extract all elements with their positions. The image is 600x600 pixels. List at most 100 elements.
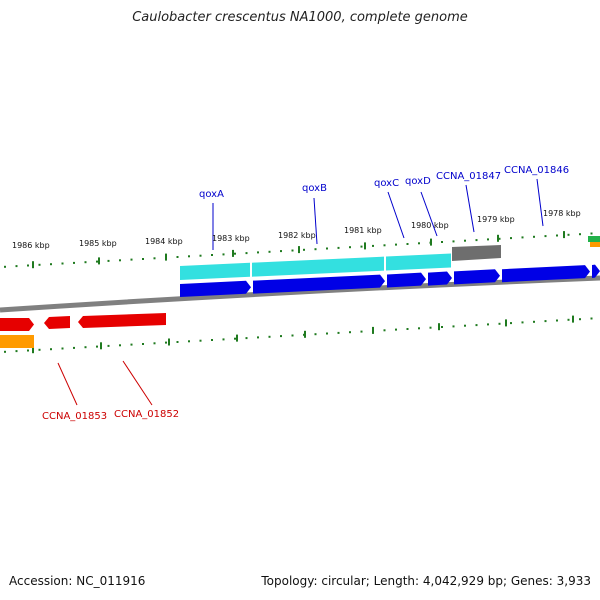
minor-tick <box>199 254 202 257</box>
major-tick <box>372 326 374 334</box>
reverse-gene-label: CCNA_01852 <box>114 409 179 420</box>
minor-tick <box>590 232 593 235</box>
minor-tick <box>544 235 547 238</box>
forward-gene-label: qoxD <box>405 176 431 187</box>
minor-tick <box>222 253 225 256</box>
minor-tick <box>50 263 52 266</box>
major-tick <box>497 234 499 242</box>
minor-tick <box>4 265 6 268</box>
minor-tick <box>107 344 110 347</box>
minor-tick <box>211 254 213 256</box>
reverse-cds-arrow <box>44 316 70 329</box>
minor-tick <box>257 251 259 254</box>
feature-track <box>0 236 600 348</box>
minor-tick <box>360 330 363 333</box>
forward-gene-block <box>386 253 451 271</box>
forward-cds-arrow <box>253 274 385 294</box>
minor-tick <box>487 238 489 241</box>
leader-line <box>387 191 405 239</box>
major-tick <box>32 346 34 354</box>
major-tick <box>572 315 574 323</box>
minor-tick <box>291 334 294 337</box>
minor-tick <box>475 324 478 327</box>
minor-tick <box>119 259 121 262</box>
minor-tick <box>96 260 98 263</box>
minor-tick <box>142 343 144 345</box>
minor-tick <box>579 318 581 321</box>
minor-tick <box>326 247 328 250</box>
minor-tick <box>395 328 397 331</box>
minor-tick <box>452 240 455 243</box>
forward-gene-label: qoxC <box>374 178 399 189</box>
minor-tick <box>61 347 64 350</box>
minor-tick <box>429 326 432 329</box>
minor-tick <box>234 337 236 340</box>
minor-tick <box>314 333 317 336</box>
minor-tick <box>590 317 593 320</box>
major-tick <box>236 334 238 342</box>
forward-gene-label: CCNA_01846 <box>504 165 569 176</box>
minor-tick <box>38 348 41 351</box>
leader-line <box>57 362 78 406</box>
reverse-gene-label: CCNA_01853 <box>42 411 107 422</box>
leader-line <box>465 184 475 233</box>
minor-tick <box>567 233 570 236</box>
major-tick <box>563 231 565 239</box>
minor-tick <box>211 339 213 341</box>
minor-tick <box>464 324 466 327</box>
minor-tick <box>73 346 75 349</box>
minor-tick <box>280 250 282 253</box>
major-tick <box>304 330 306 338</box>
minor-tick <box>199 339 202 342</box>
minor-tick <box>245 252 248 255</box>
genome-backbone <box>0 275 600 313</box>
minor-tick <box>15 265 18 268</box>
minor-tick <box>27 349 29 352</box>
minor-tick <box>27 264 29 267</box>
minor-tick <box>395 243 397 246</box>
minor-tick <box>130 258 133 261</box>
minor-tick <box>15 350 18 353</box>
minor-tick <box>153 257 156 260</box>
forward-cds-arrow <box>428 271 452 286</box>
minor-tick <box>360 245 363 248</box>
major-tick <box>168 338 170 346</box>
minor-tick <box>498 237 501 240</box>
minor-tick <box>533 320 535 323</box>
minor-tick <box>291 249 294 252</box>
minor-tick <box>165 341 167 344</box>
forward-gene-label: CCNA_01847 <box>436 171 501 182</box>
minor-tick <box>498 322 501 325</box>
minor-tick <box>222 338 225 341</box>
minor-tick <box>487 323 489 326</box>
forward-cds-arrow <box>180 280 251 297</box>
minor-tick <box>176 341 179 343</box>
minor-tick <box>73 261 75 264</box>
major-tick <box>438 323 440 331</box>
outer-scale-ticks <box>4 231 593 269</box>
scale-label: 1980 kbp <box>411 221 449 230</box>
minor-tick <box>234 252 236 255</box>
forward-cds-arrow <box>592 264 600 279</box>
reverse-cds-arrow <box>0 318 34 331</box>
minor-tick <box>383 244 386 247</box>
minor-tick <box>337 331 340 334</box>
minor-tick <box>406 243 409 245</box>
label-leader-lines <box>57 178 544 406</box>
minor-tick <box>475 239 478 242</box>
minor-tick <box>142 258 144 260</box>
edge-feature <box>588 236 600 242</box>
minor-tick <box>61 262 64 265</box>
scale-label: 1982 kbp <box>278 231 316 240</box>
accession-text: Accession: NC_011916 <box>9 574 146 588</box>
minor-tick <box>303 248 305 251</box>
minor-tick <box>452 325 455 328</box>
inner-scale-ticks <box>4 315 593 354</box>
scale-label: 1978 kbp <box>543 209 581 218</box>
scale-labels: 1986 kbp 1985 kbp 1984 kbp 1983 kbp 1982 kbp… <box>12 209 581 250</box>
minor-tick <box>544 320 547 323</box>
scale-label: 1981 kbp <box>344 226 382 235</box>
minor-tick <box>84 261 87 264</box>
minor-tick <box>521 236 524 239</box>
